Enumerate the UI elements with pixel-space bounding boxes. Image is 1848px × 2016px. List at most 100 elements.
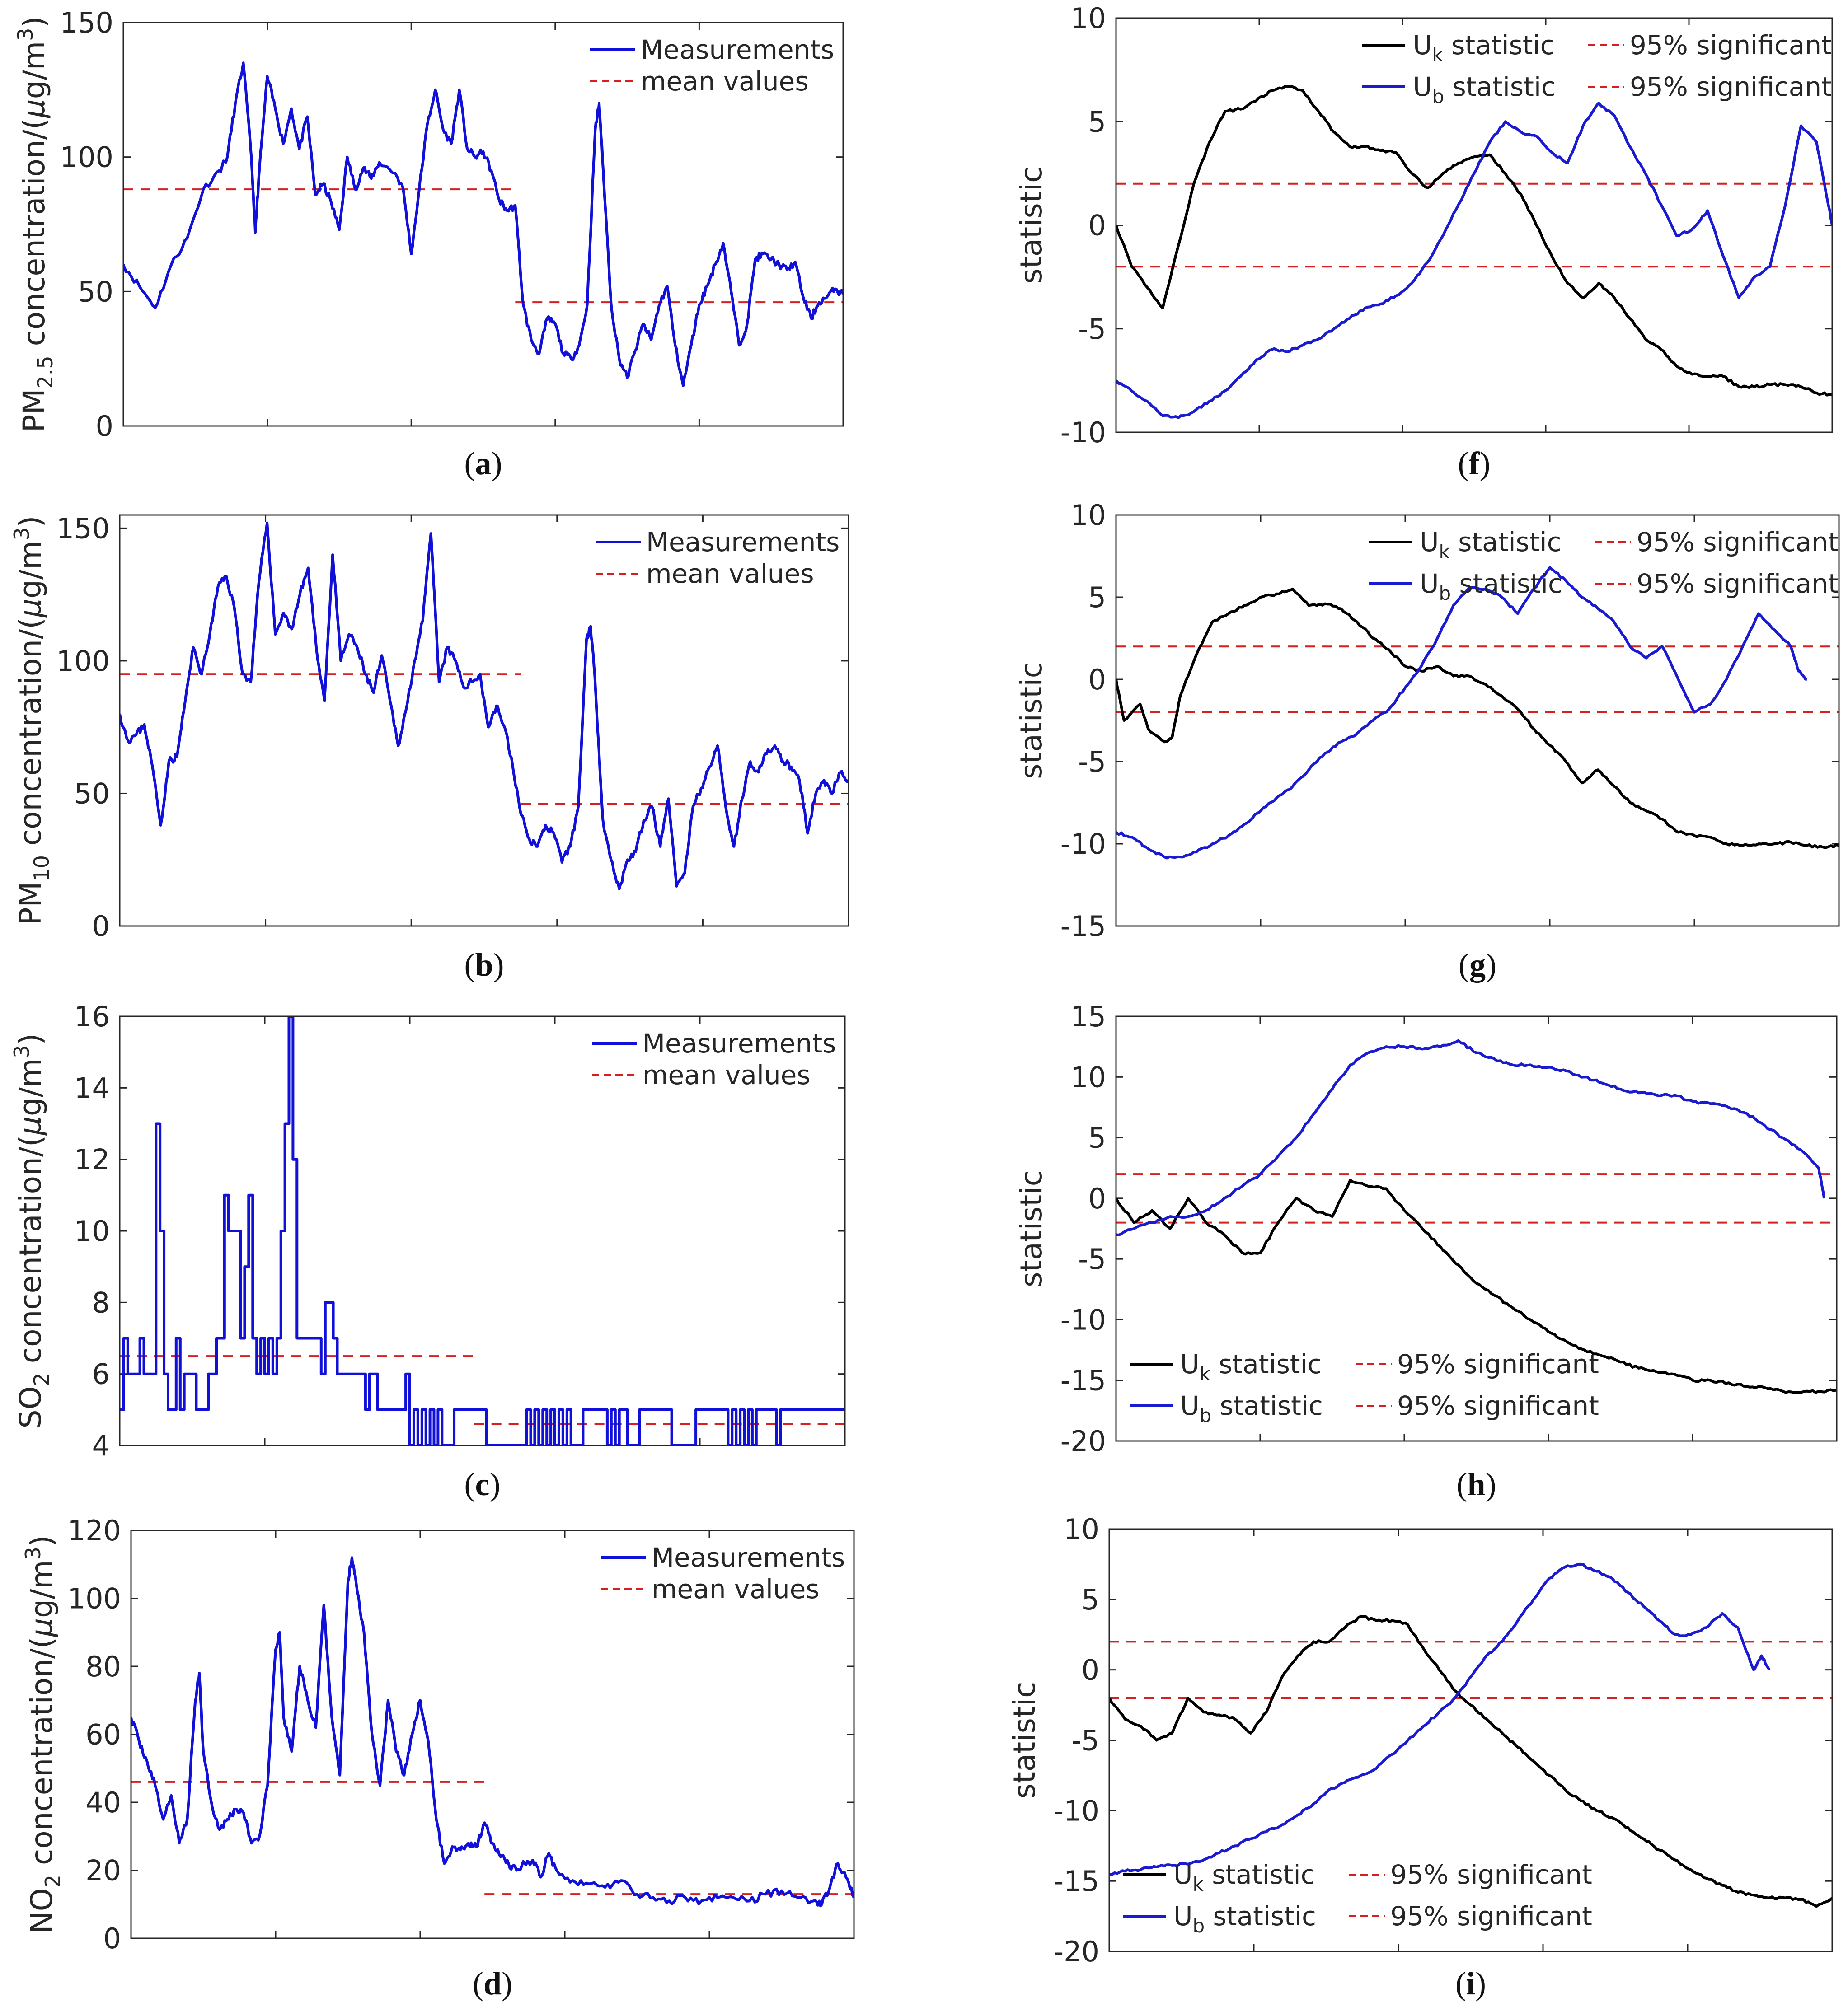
series-line-ub [1116, 566, 1807, 860]
y-tick-label: 150 [60, 6, 113, 39]
ylabel-unit-superscript: 3 [21, 1547, 45, 1560]
sublabel-close-paren: ) [1479, 445, 1490, 482]
plot-frame [1115, 1015, 1838, 1442]
y-tick-label: 6 [92, 1358, 110, 1391]
plot-frame [130, 1530, 855, 1939]
y-tick-label: 100 [60, 141, 113, 174]
legend-label-significant: 95% significant [1637, 527, 1839, 557]
legend-u-subscript: k [1432, 44, 1443, 66]
y-tick-label: -5 [1078, 313, 1106, 346]
ylabel-close-paren: ) [24, 1535, 59, 1547]
sublabel-open-paren: ( [464, 947, 475, 983]
plot-area [1116, 1039, 1837, 1394]
series-line-ub [1109, 1562, 1771, 1876]
y-tick-label: 5 [1088, 581, 1106, 614]
sublabel-open-paren: ( [1459, 947, 1469, 983]
legend-u: U [1180, 1349, 1199, 1380]
y-axis-label: statistic [1014, 1170, 1049, 1287]
legend-u-subscript: b [1439, 582, 1451, 604]
y-tick-label: 14 [74, 1071, 110, 1104]
legend-label-ub: Ub statistic [1420, 568, 1562, 604]
series-line-measurements [120, 1016, 845, 1445]
plot-frame [1108, 1528, 1833, 1952]
ylabel-unit-superscript: 3 [9, 1045, 34, 1058]
y-tick-label: 16 [74, 1000, 110, 1033]
series-line-ub [1116, 102, 1832, 419]
y-tick-label: 50 [78, 275, 113, 308]
sublabel-letter: h [1467, 1466, 1485, 1502]
y-tick-label: 10 [1064, 1513, 1099, 1546]
panel-sublabel: (b) [464, 947, 504, 983]
y-tick-label: 0 [92, 910, 110, 943]
ylabel-mu: μ [17, 99, 52, 118]
ylabel-species: PM [17, 388, 52, 432]
sublabel-close-paren: ) [1475, 1965, 1486, 2002]
legend-u: U [1180, 1390, 1199, 1421]
ylabel-species-subscript: 2.5 [33, 355, 57, 388]
ylabel-species-subscript: 2 [29, 1373, 54, 1386]
sublabel-letter: d [483, 1965, 502, 2002]
series-line-uk [1116, 587, 1839, 849]
legend-label-significant: 95% significant [1637, 568, 1839, 599]
sublabel-letter: f [1469, 445, 1480, 482]
sublabel-close-paren: ) [489, 1466, 500, 1502]
panel-sublabel: (f) [1458, 445, 1491, 482]
y-tick-label: -5 [1078, 745, 1106, 778]
y-tick-label: -5 [1071, 1724, 1099, 1757]
legend-label-measure: Measurements [643, 1028, 836, 1059]
y-tick-label: 0 [1088, 1182, 1106, 1215]
ylabel-species: PM [13, 882, 48, 926]
y-axis-label: PM10 concentration/(μg/m3) [9, 516, 54, 926]
y-tick-label: 100 [56, 645, 110, 678]
series-line-ub [1116, 1039, 1826, 1236]
sublabel-letter: i [1466, 1965, 1475, 2002]
series-line-measurements [120, 521, 849, 890]
y-tick-label: 10 [1070, 2, 1106, 35]
ylabel-mu: μ [13, 1116, 48, 1136]
sublabel-open-paren: ( [1458, 445, 1469, 482]
y-tick-label: -20 [1054, 1935, 1099, 1968]
ylabel-mu: μ [13, 599, 48, 618]
y-tick-label: 40 [85, 1786, 121, 1819]
y-tick-label: -10 [1060, 1303, 1106, 1336]
chart-panel-c: 4 6 8 10 12 14 16 SO2 concentration/(μg/m3) Meas… [9, 1000, 846, 1502]
plot-frame [119, 514, 849, 927]
panel-sublabel: (a) [464, 445, 502, 482]
panel-sublabel: (d) [473, 1965, 512, 2002]
ylabel-unit: g/m [17, 41, 52, 99]
y-axis-label: statistic [1014, 662, 1049, 779]
ylabel-concentration: concentration/( [17, 118, 52, 355]
ylabel-unit-superscript: 3 [13, 28, 38, 41]
sublabel-open-paren: ( [1456, 1466, 1467, 1502]
ylabel-close-paren: ) [13, 516, 48, 528]
sublabel-close-paren: ) [1486, 947, 1496, 983]
series-line-uk [1116, 85, 1832, 397]
y-axis-label: SO2 concentration/(μg/m3) [9, 1034, 54, 1429]
series-line-uk [1116, 1179, 1837, 1394]
legend-u: U [1413, 30, 1432, 61]
ylabel-species: NO [24, 1888, 59, 1933]
legend-u: U [1173, 1901, 1192, 1932]
y-tick-label: 0 [1088, 663, 1106, 696]
y-tick-label: 150 [56, 512, 110, 545]
sublabel-letter: a [475, 445, 492, 482]
ylabel-unit: g/m [13, 541, 48, 599]
y-tick-label: 50 [74, 777, 110, 810]
legend-label-significant: 95% significant [1630, 30, 1832, 61]
panel-sublabel: (c) [464, 1466, 501, 1502]
y-tick-label: 10 [1070, 499, 1106, 532]
series-line-measurements [123, 61, 843, 387]
y-tick-label: 0 [103, 1922, 121, 1955]
y-tick-label: 120 [68, 1514, 121, 1547]
legend-u-subscript: b [1192, 1915, 1205, 1937]
y-tick-label: -5 [1078, 1243, 1106, 1276]
legend-u-subscript: k [1439, 541, 1450, 563]
series-line-uk [1109, 1615, 1832, 1908]
ylabel-close-paren: ) [17, 16, 52, 28]
sublabel-open-paren: ( [464, 445, 475, 482]
y-tick-label: 10 [1070, 1061, 1106, 1094]
ylabel-unit-superscript: 3 [9, 527, 34, 540]
y-tick-label: 0 [1088, 209, 1106, 242]
y-tick-label: 5 [1088, 105, 1106, 138]
y-tick-label: -15 [1054, 1865, 1099, 1898]
